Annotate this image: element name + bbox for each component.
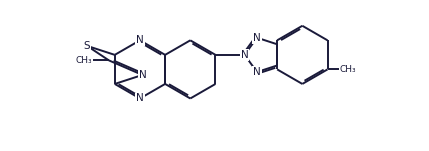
Text: CH₃: CH₃	[76, 56, 93, 65]
Text: S: S	[84, 41, 91, 51]
Text: N: N	[136, 93, 144, 103]
Text: N: N	[139, 70, 146, 80]
Text: N: N	[241, 50, 248, 60]
Text: CH₃: CH₃	[340, 65, 356, 74]
Text: N: N	[253, 33, 261, 43]
Text: N: N	[253, 67, 261, 77]
Text: N: N	[136, 35, 144, 45]
